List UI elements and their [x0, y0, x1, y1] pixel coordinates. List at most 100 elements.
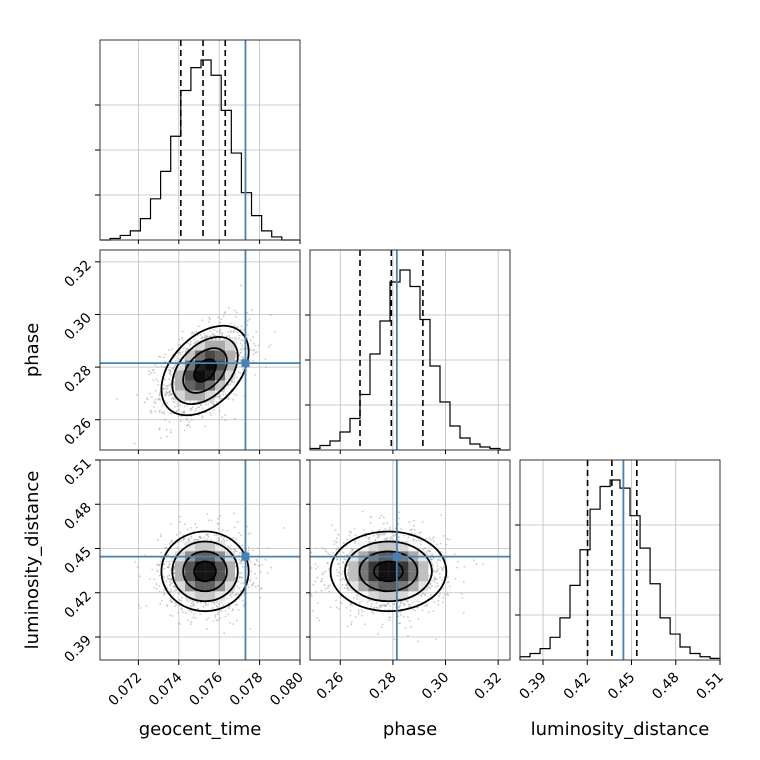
density-bin: [388, 591, 399, 602]
density-bin: [225, 581, 236, 592]
scatter-point: [233, 526, 236, 529]
scatter-point: [242, 599, 244, 602]
scatter-point: [178, 599, 181, 601]
scatter-point: [439, 576, 442, 579]
scatter-point: [149, 410, 152, 413]
scatter-point: [403, 534, 406, 537]
scatter-point: [172, 572, 175, 575]
scatter-point: [238, 572, 241, 575]
contour-level: [193, 560, 217, 583]
xlabel-geocent-time: geocent_time: [139, 719, 262, 740]
panel-content: [100, 250, 300, 450]
scatter-point: [358, 601, 361, 604]
scatter-point: [195, 407, 198, 410]
density-bin: [205, 360, 216, 371]
scatter-point: [350, 531, 352, 534]
scatter-point: [224, 610, 227, 612]
scatter-point: [420, 531, 422, 534]
contour-level: [171, 336, 239, 405]
scatter-point: [154, 398, 157, 401]
scatter-point: [341, 570, 344, 573]
scatter-point: [453, 553, 456, 556]
scatter-point: [353, 527, 356, 530]
scatter-point: [215, 401, 218, 404]
density-bin: [388, 541, 399, 552]
scatter-point: [400, 528, 403, 531]
scatter-point: [218, 337, 220, 340]
scatter-point: [210, 401, 212, 404]
scatter-point: [164, 418, 166, 421]
scatter-point: [224, 393, 227, 396]
density-bin: [205, 340, 216, 351]
scatter-point: [432, 540, 435, 543]
scatter-point: [240, 534, 242, 537]
scatter-point: [356, 595, 359, 598]
scatter-point: [233, 548, 235, 551]
scatter-point: [328, 590, 331, 593]
scatter-point: [341, 602, 343, 605]
scatter-point: [431, 537, 434, 540]
density-bin: [195, 591, 206, 602]
scatter-point: [204, 425, 207, 428]
scatter-point: [246, 525, 248, 528]
scatter-point: [249, 532, 252, 534]
scatter-point: [460, 592, 463, 595]
scatter-point: [402, 615, 405, 618]
scatter-point: [257, 564, 260, 567]
scatter-point: [253, 572, 256, 575]
scatter-point: [169, 584, 172, 587]
scatter-point: [205, 538, 208, 541]
panels-layer: 0.072 0.074 0.076 0.078 0.080 0.26 0.28 0.30 0.3…: [61, 39, 727, 710]
scatter-point: [247, 334, 249, 336]
scatter-point: [255, 330, 258, 333]
scatter-point: [143, 401, 146, 404]
scatter-point: [370, 605, 373, 608]
scatter-point: [242, 356, 245, 359]
scatter-point: [435, 562, 438, 564]
scatter-point: [407, 603, 410, 606]
density-bin: [185, 390, 196, 401]
density-bin: [185, 350, 196, 361]
hist-panel-luminosity-distance: [515, 459, 721, 661]
scatter-point: [170, 578, 173, 581]
x-tick-label: 0.48: [649, 670, 682, 703]
scatter-point: [221, 416, 224, 419]
scatter-point: [169, 394, 172, 397]
scatter-point: [442, 601, 445, 604]
scatter-point: [418, 532, 421, 535]
scatter-point: [177, 400, 179, 403]
density-bin: [205, 350, 216, 361]
density-bin: [348, 561, 359, 572]
scatter-point: [436, 570, 439, 573]
scatter-point: [209, 335, 212, 338]
x-tick-label: 0.072: [106, 670, 146, 710]
scatter-point: [216, 606, 219, 608]
density-bin: [205, 561, 216, 572]
x-tick-label: 0.51: [693, 670, 726, 703]
scatter-point: [388, 605, 391, 607]
scatter-point: [325, 588, 327, 590]
contour-level: [358, 550, 419, 593]
density-bin: [418, 571, 429, 582]
scatter-point: [163, 356, 165, 359]
scatter-point: [176, 405, 179, 408]
scatter-point: [170, 374, 172, 376]
truth-marker: [392, 552, 401, 561]
scatter-point: [437, 558, 440, 561]
scatter-point: [407, 536, 410, 539]
x-tick-label: 0.076: [186, 669, 226, 709]
scatter-point: [189, 409, 192, 412]
scatter-point: [216, 330, 219, 333]
scatter-point: [430, 585, 433, 588]
truth-marker: [241, 552, 250, 561]
scatter-point: [164, 547, 167, 550]
panel-content: [100, 460, 300, 660]
scatter-point: [235, 538, 238, 540]
y-tick-label: 0.28: [61, 363, 94, 396]
scatter-point: [429, 550, 431, 553]
scatter-point: [230, 329, 232, 332]
scatter-point: [432, 536, 435, 539]
scatter-point: [340, 578, 342, 581]
density-bin: [215, 571, 226, 582]
scatter-point: [241, 356, 243, 358]
